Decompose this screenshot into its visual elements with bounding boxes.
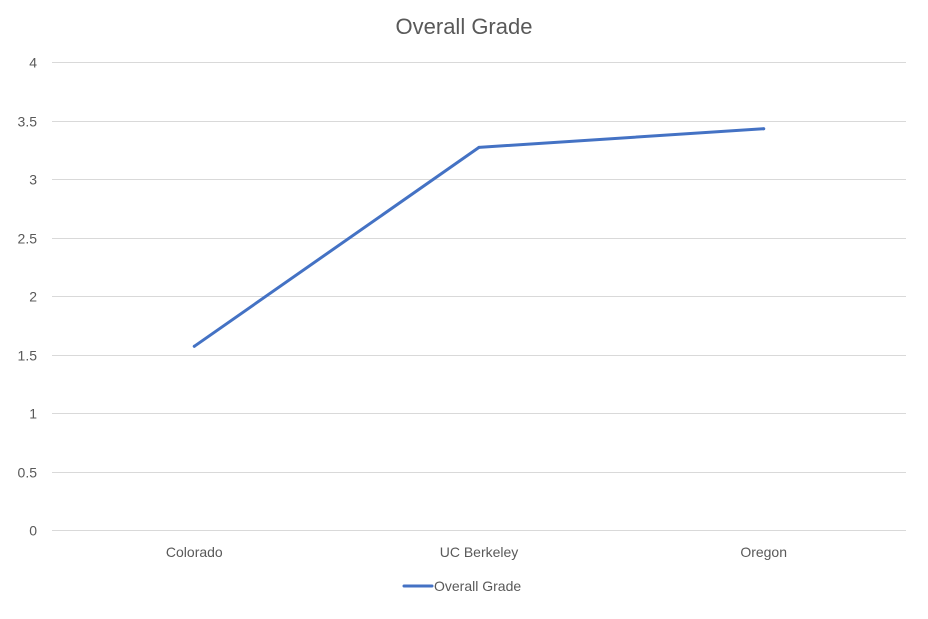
y-tick-label: 0 bbox=[29, 523, 37, 539]
y-tick-label: 4 bbox=[29, 55, 37, 71]
legend: Overall Grade bbox=[402, 578, 521, 594]
x-tick-label: Colorado bbox=[166, 544, 223, 560]
y-tick-label: 2 bbox=[29, 289, 37, 305]
chart-title: Overall Grade bbox=[396, 14, 533, 39]
data-point bbox=[762, 127, 766, 131]
gridlines bbox=[52, 62, 906, 531]
y-tick-label: 3.5 bbox=[18, 114, 38, 130]
series-lines bbox=[192, 127, 766, 348]
y-tick-label: 3 bbox=[29, 172, 37, 188]
y-axis-ticks: 0 0.5 1 1.5 2 2.5 3 3.5 4 bbox=[18, 55, 38, 539]
y-tick-label: 1.5 bbox=[18, 348, 38, 364]
y-tick-label: 1 bbox=[29, 406, 37, 422]
x-tick-label: Oregon bbox=[740, 544, 787, 560]
x-axis-ticks: Colorado UC Berkeley Oregon bbox=[166, 544, 787, 560]
y-tick-label: 0.5 bbox=[18, 465, 38, 481]
x-tick-label: UC Berkeley bbox=[440, 544, 519, 560]
data-point bbox=[477, 145, 481, 149]
series-line bbox=[192, 127, 766, 348]
y-tick-label: 2.5 bbox=[18, 231, 38, 247]
data-point bbox=[192, 344, 196, 348]
legend-label: Overall Grade bbox=[434, 578, 521, 594]
